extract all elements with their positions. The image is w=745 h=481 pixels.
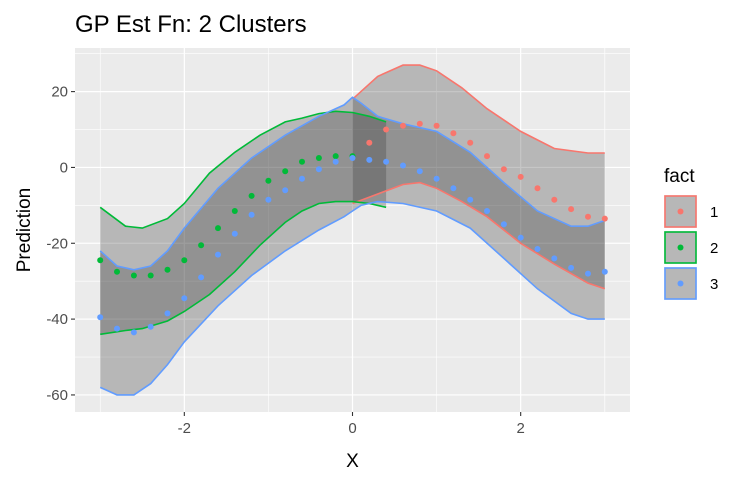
point-series-3 (332, 158, 339, 165)
point-series-1 (484, 153, 490, 160)
point-series-2 (114, 268, 120, 275)
ribbon-lower-line-series-3 (99, 200, 605, 396)
point-series-3 (181, 295, 188, 302)
point-series-3 (366, 156, 373, 163)
grid-major (75, 48, 630, 412)
legend-label-3: 3 (710, 276, 718, 293)
point-series-3 (517, 234, 524, 241)
point-series-1 (534, 185, 541, 192)
legend-label-2: 2 (710, 240, 718, 257)
point-series-2 (315, 155, 322, 161)
ribbon-upper-line-series-3 (99, 96, 606, 271)
point-series-3 (534, 246, 541, 252)
point-series-2 (248, 192, 255, 199)
point-series-3 (416, 168, 423, 175)
point-series-1 (433, 122, 440, 129)
point-series-3 (500, 221, 507, 228)
point-series-1 (568, 206, 575, 213)
ribbon-series-3 (100, 97, 605, 395)
point-series-1 (585, 213, 591, 220)
point-series-3 (551, 255, 558, 262)
point-series-3 (383, 158, 390, 165)
legend-title: fact (664, 166, 695, 187)
point-series-3 (601, 268, 608, 275)
point-series-3 (568, 264, 575, 271)
point-series-3 (97, 314, 104, 321)
point-series-3 (198, 274, 205, 281)
point-series-3 (215, 251, 221, 258)
chart-title: GP Est Fn: 2 Clusters (75, 11, 307, 38)
y-tick-label: -20 (46, 235, 68, 252)
point-series-1 (551, 196, 558, 203)
legend-key-point-2 (677, 244, 684, 251)
point-series-3 (484, 208, 490, 214)
point-series-1 (400, 122, 406, 129)
y-tick-label: -60 (46, 387, 68, 404)
y-tick-label: 0 (60, 159, 68, 176)
point-series-1 (450, 130, 457, 137)
point-series-3 (450, 185, 457, 192)
point-series-3 (147, 323, 154, 330)
point-series-3 (248, 211, 255, 218)
point-series-3 (315, 166, 322, 173)
ribbon-upper-line-series-2 (99, 110, 387, 229)
point-series-1 (416, 120, 423, 127)
ribbon-lower-line-series-1 (352, 181, 606, 290)
point-series-1 (500, 166, 507, 173)
point-series-1 (517, 173, 524, 180)
point-series-2 (299, 158, 305, 165)
point-series-2 (130, 272, 137, 279)
point-series-3 (282, 187, 289, 194)
ribbon-series-1 (352, 65, 605, 289)
point-series-2 (332, 153, 339, 160)
point-series-2 (265, 177, 272, 184)
legend: fact 1 2 3 (664, 166, 718, 300)
point-series-3 (349, 155, 356, 161)
legend-key-point-3 (677, 280, 684, 287)
point-series-2 (147, 272, 154, 279)
point-series-3 (299, 175, 305, 182)
y-axis: 20 0 -20 -40 -60 (46, 84, 75, 404)
x-axis-title: X (346, 451, 359, 472)
points (97, 120, 608, 336)
point-series-3 (265, 196, 272, 203)
point-series-1 (383, 126, 390, 133)
point-series-3 (400, 162, 406, 169)
point-series-2 (97, 257, 104, 264)
point-series-1 (366, 139, 373, 146)
point-series-2 (198, 242, 205, 249)
point-series-3 (433, 175, 440, 182)
point-series-2 (164, 266, 171, 273)
ribbon-series-2 (100, 111, 387, 335)
point-series-1 (601, 215, 608, 222)
x-tick-label: 2 (517, 420, 525, 437)
x-axis: -2 0 2 (178, 412, 525, 437)
point-series-2 (215, 225, 221, 232)
legend-key-point-1 (677, 208, 684, 215)
y-axis-title: Prediction (14, 188, 35, 273)
point-series-3 (130, 329, 137, 336)
point-series-2 (282, 168, 289, 175)
ribbons (99, 64, 606, 396)
x-tick-label: -2 (178, 420, 191, 437)
point-series-1 (467, 139, 474, 146)
legend-label-1: 1 (710, 204, 718, 221)
y-tick-label: -40 (46, 311, 68, 328)
point-series-3 (467, 196, 474, 203)
point-series-3 (585, 270, 591, 277)
point-series-2 (231, 208, 238, 214)
ribbon-upper-line-series-1 (351, 64, 605, 154)
point-series-3 (114, 325, 120, 332)
point-series-3 (231, 230, 238, 237)
point-series-3 (164, 310, 171, 317)
y-tick-label: 20 (51, 84, 68, 101)
x-tick-label: 0 (348, 420, 356, 437)
point-series-2 (181, 257, 188, 264)
